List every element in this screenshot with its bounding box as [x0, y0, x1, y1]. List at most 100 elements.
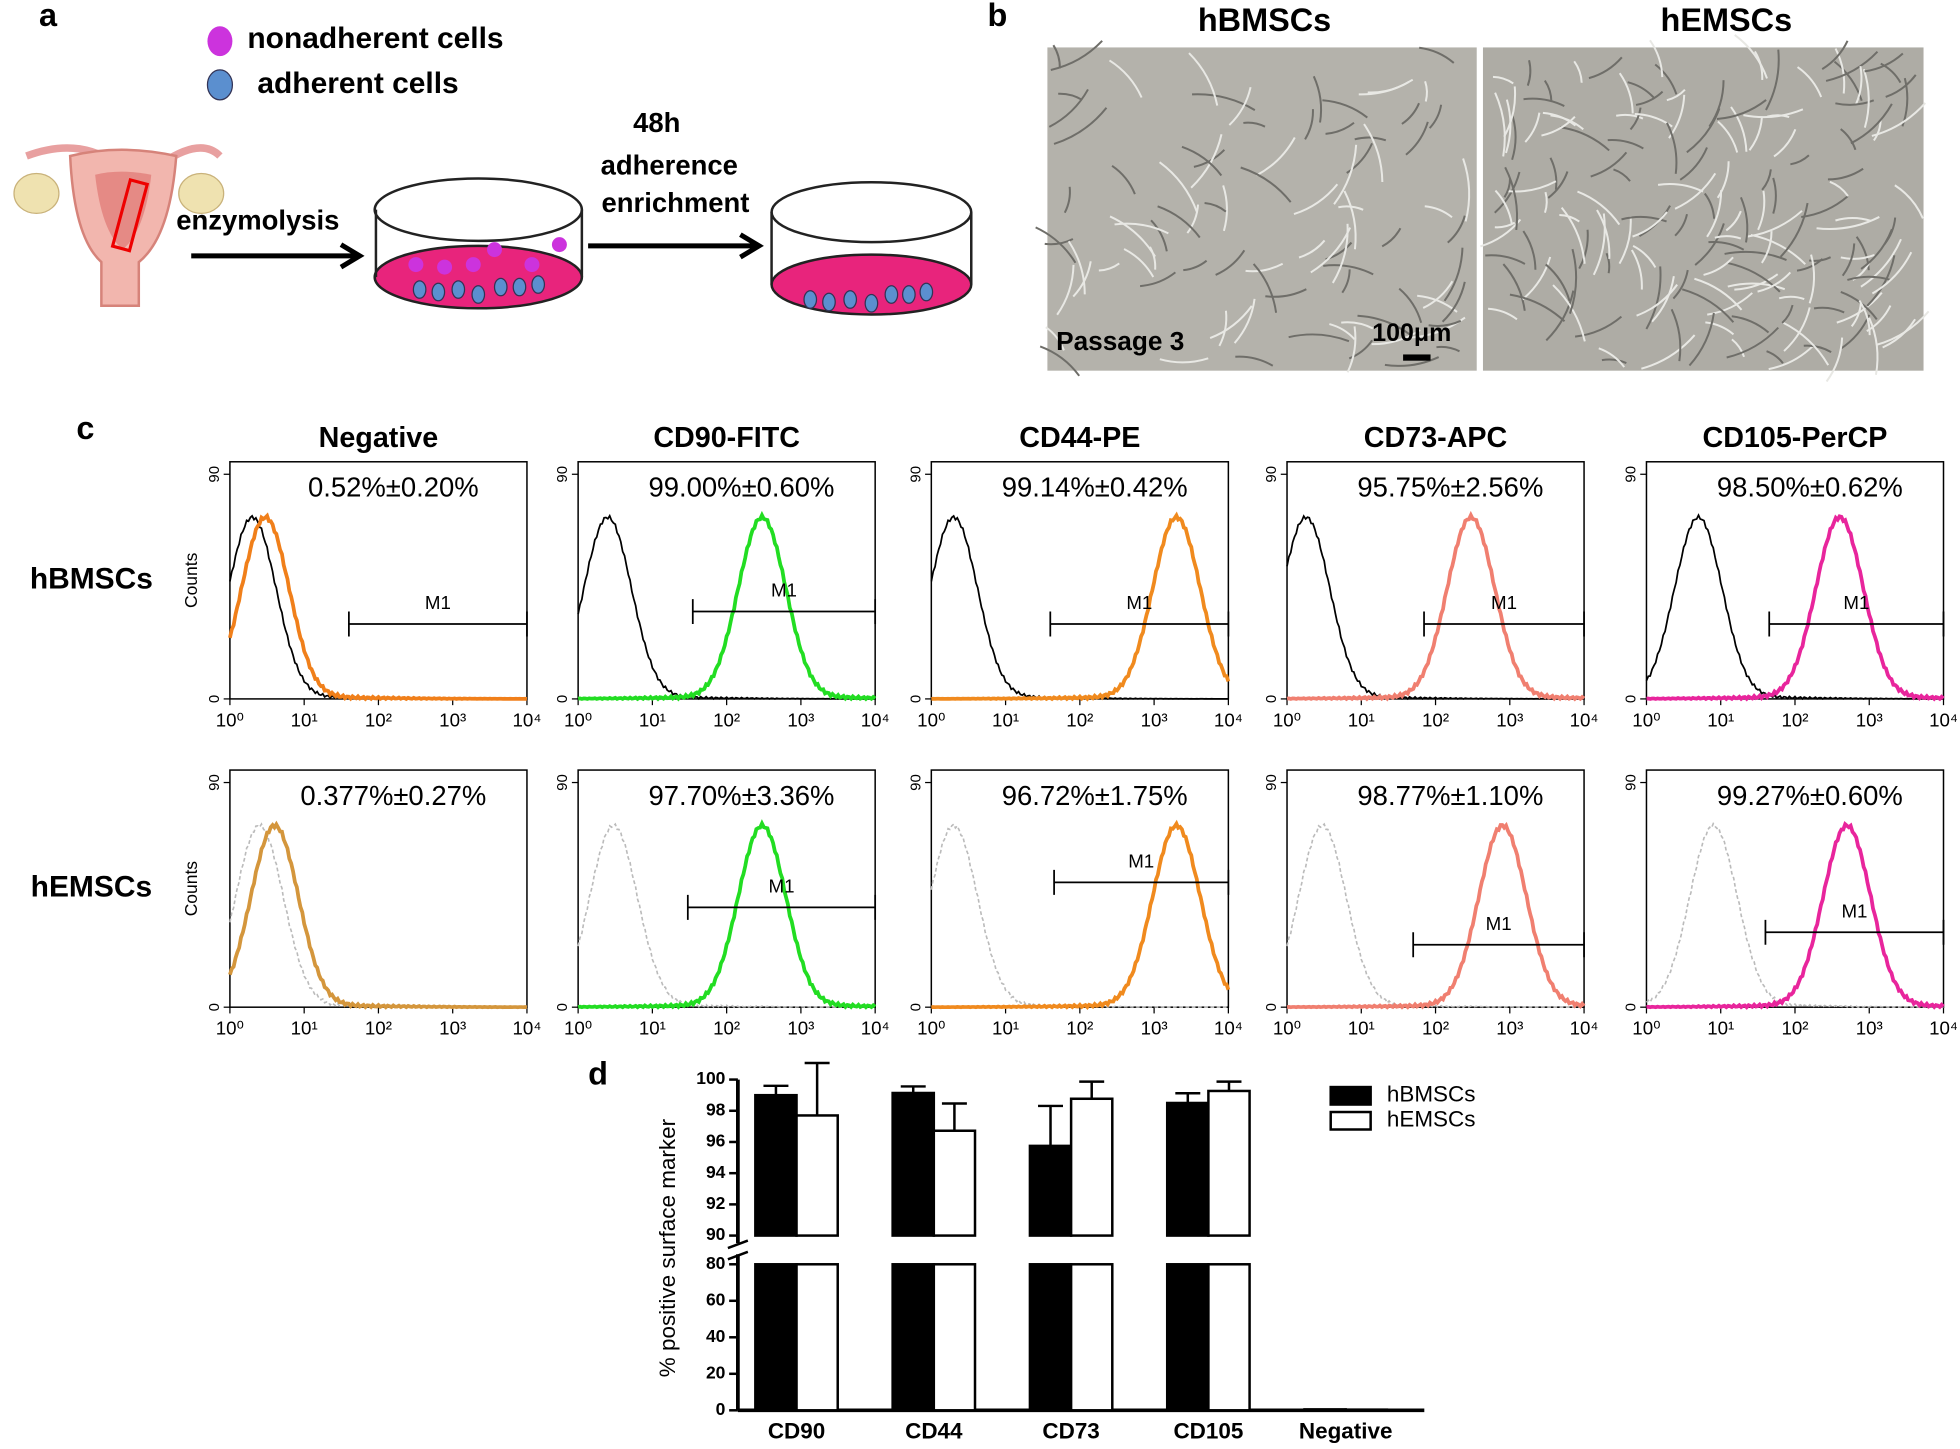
cell	[1590, 151, 1628, 178]
bar	[891, 1091, 936, 1237]
cell	[1666, 122, 1678, 174]
cell	[1218, 310, 1228, 347]
cell	[1835, 217, 1872, 222]
cell	[1862, 68, 1870, 128]
gate	[1764, 919, 1945, 945]
y-tick-label: 90	[907, 466, 924, 483]
x-tick-label: CD105	[1173, 1419, 1243, 1444]
x-tick-label: 10³	[1141, 1018, 1168, 1039]
cell	[1441, 281, 1466, 323]
cell	[1679, 147, 1708, 181]
x-tick-label: 10¹	[992, 1018, 1019, 1039]
x-tick-label: 10⁴	[1570, 709, 1599, 730]
cell	[1204, 202, 1227, 213]
x-tick-label: 10²	[1066, 709, 1093, 730]
cell	[1670, 308, 1682, 362]
bar	[932, 1263, 977, 1412]
x-tick-label: 10²	[1781, 1018, 1808, 1039]
histogram	[1286, 510, 1586, 702]
cell	[1766, 350, 1784, 364]
cell	[1703, 192, 1716, 219]
cell	[1058, 92, 1083, 101]
image-title: hBMSCs	[1198, 2, 1331, 38]
gate	[1053, 869, 1230, 895]
cell	[1193, 149, 1226, 168]
cell	[1157, 205, 1201, 239]
cell	[1809, 256, 1832, 262]
stat-label: 95.75%±2.56%	[1357, 471, 1543, 502]
cell	[1401, 102, 1420, 125]
cell	[1813, 306, 1845, 314]
cell	[1607, 139, 1644, 150]
histogram	[1646, 514, 1945, 702]
cell	[1840, 128, 1857, 151]
micrograph	[1482, 47, 1924, 371]
cell	[1734, 34, 1768, 79]
cell	[1725, 210, 1742, 232]
y-tick-label: 90	[1622, 466, 1639, 483]
cell	[1098, 262, 1120, 272]
bar-chart: 0 20 40 60 80 90 92 94 96 98 100 % positive surface…	[655, 1061, 1475, 1444]
cell	[1730, 106, 1748, 152]
legend-swatch	[1329, 1085, 1372, 1106]
y-tick-label: 0	[1263, 1003, 1280, 1011]
cell	[1304, 109, 1314, 140]
x-tick-label: 10²	[1422, 709, 1449, 730]
cell	[1836, 291, 1883, 324]
cell	[1757, 271, 1792, 293]
gate	[348, 611, 528, 637]
cell	[1618, 216, 1632, 265]
cell	[1243, 121, 1266, 128]
cell	[1860, 238, 1902, 288]
cell	[1240, 166, 1292, 203]
y-tick-label: 90	[1263, 774, 1280, 791]
cell	[1428, 319, 1462, 327]
bar	[1165, 1101, 1210, 1237]
cell	[1222, 185, 1228, 232]
cell	[1632, 245, 1657, 268]
cell	[1485, 254, 1526, 265]
cell	[1717, 120, 1739, 153]
cell	[1056, 264, 1075, 316]
cell	[1123, 248, 1155, 278]
gate-label: M1	[1491, 592, 1517, 613]
histogram	[1645, 513, 1944, 701]
step-label: adherence	[601, 149, 738, 180]
gate	[1768, 611, 1945, 637]
x-tick-label: 10²	[365, 709, 392, 730]
cell	[1502, 263, 1526, 311]
scale-bar-label: 100μm	[1372, 319, 1451, 347]
error-bar	[804, 1061, 830, 1116]
cell	[1627, 81, 1655, 99]
x-tick-label: 10⁰	[1273, 1018, 1301, 1039]
cell	[1743, 108, 1804, 119]
x-tick-label: 10³	[1856, 709, 1883, 730]
bar	[1344, 1408, 1389, 1412]
histogram	[577, 510, 877, 702]
x-tick-label: 10⁰	[564, 709, 592, 730]
cell	[1346, 142, 1373, 174]
x-tick-label: 10⁴	[1929, 709, 1958, 730]
cell	[1443, 247, 1464, 302]
cell	[1596, 209, 1611, 259]
cell	[1545, 263, 1571, 302]
x-tick-label: 10¹	[291, 709, 318, 730]
cell	[1726, 326, 1779, 359]
x-tick-label: 10⁴	[861, 1018, 890, 1039]
cell	[1233, 298, 1256, 344]
cell	[1694, 277, 1743, 311]
bar	[795, 1263, 839, 1412]
error-bar	[1079, 1080, 1105, 1099]
stat-label: 96.72%±1.75%	[1002, 780, 1188, 811]
cell	[1494, 171, 1521, 214]
x-tick-label: 10¹	[1707, 1018, 1734, 1039]
cell	[1821, 40, 1849, 71]
x-tick-label: 10²	[713, 1018, 740, 1039]
cell	[1050, 40, 1103, 71]
cell	[1524, 112, 1541, 143]
cell	[1547, 171, 1569, 199]
cell	[1840, 253, 1875, 260]
x-tick-label: 10⁰	[917, 1018, 945, 1039]
cell	[1329, 323, 1356, 340]
cell	[1109, 215, 1156, 258]
